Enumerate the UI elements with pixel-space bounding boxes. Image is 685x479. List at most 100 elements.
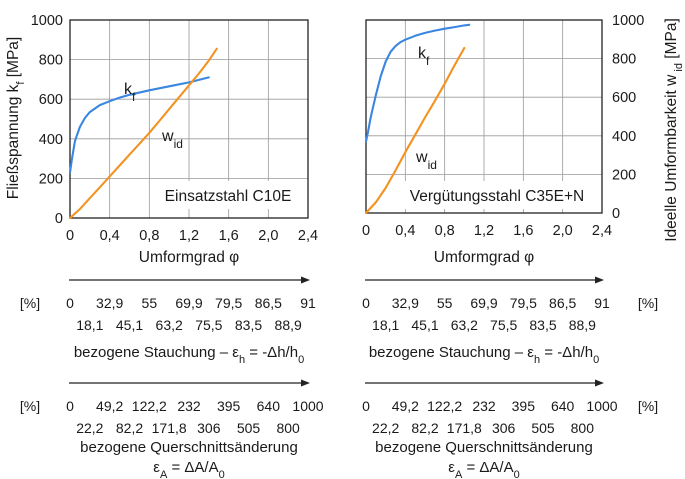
chart1-gridlines xyxy=(70,20,308,218)
left-stauchung-bottom-value: 88,9 xyxy=(275,317,302,333)
chart2-x-tick-label: 0,4 xyxy=(395,223,415,239)
left-stauchung-top-value: 0 xyxy=(66,295,74,311)
right-stauchung-top-value: 55 xyxy=(437,295,453,311)
chart1-plot-frame xyxy=(69,19,309,219)
chart1-series-label-wid: wid xyxy=(161,128,183,151)
chart2-y-tick-label: 600 xyxy=(612,90,636,106)
chart1-y-tick-labels: 0 200 400 600 800 1000 xyxy=(31,13,63,227)
chart1-series-label-kf: kf xyxy=(124,81,136,104)
right-stauchung-top-value: 86,5 xyxy=(549,295,576,311)
right-querschnitt-top-value: 640 xyxy=(551,398,575,414)
chart1-box-label-bg xyxy=(152,181,304,209)
right-querschnitt-top-value: 0 xyxy=(362,398,370,414)
chart2-x-tick-label: 0,8 xyxy=(435,223,455,239)
right-querschnitt-bottom-value: 22,2 xyxy=(372,420,399,436)
left-stauchung-top-value: 32,9 xyxy=(96,295,123,311)
right-stauchung-top-value: 32,9 xyxy=(392,295,419,311)
right-stauchung-top-value: 79,5 xyxy=(510,295,537,311)
right-stauchung-bottom-value: 18,1 xyxy=(372,317,399,333)
right-stauchung-bottom-value: 75,5 xyxy=(490,317,517,333)
left-stauchung-top-value: 69,9 xyxy=(175,295,202,311)
right-querschnitt-bottom-value: 505 xyxy=(531,420,555,436)
chart2-x-tick-label: 0 xyxy=(362,223,370,239)
chart1-x-tick-label: 2,4 xyxy=(298,228,318,244)
left-querschnitt-top-value: 395 xyxy=(217,398,241,414)
chart1-x-tick-label: 1,2 xyxy=(179,228,199,244)
right-querschnitt-top-value: 122,2 xyxy=(427,398,462,414)
left-stauchung-bottom-value: 63,2 xyxy=(156,317,183,333)
left-stauchung-bottom-value: 18,1 xyxy=(76,317,103,333)
right-querschnitt-bottom-value: 171,8 xyxy=(447,420,482,436)
right-querschnitt-top-value: 395 xyxy=(512,398,536,414)
left-querschnitt-bottom-value: 171,8 xyxy=(152,420,187,436)
right-querschnitt-caption-line2: εA = ΔA/A0 xyxy=(448,459,519,479)
chart2-series-layer xyxy=(364,23,471,215)
chart1-series-line-wid xyxy=(68,47,218,220)
chart2-series-label-kf: kf xyxy=(418,45,430,68)
left-querschnitt-top-value: 122,2 xyxy=(132,398,167,414)
left-stauchung-top-value: 79,5 xyxy=(215,295,242,311)
right-stauchung-top-value: 91 xyxy=(594,295,610,311)
chart2-y-tick-labels: 0 200 400 600 800 1000 xyxy=(612,13,644,222)
chart1-x-tick-label: 1,6 xyxy=(219,228,239,244)
left-querschnitt-bottom-value: 800 xyxy=(276,420,300,436)
chart2-x-tick-label: 2,4 xyxy=(592,223,612,239)
left-querschnitt-caption-line2: εA = ΔA/A0 xyxy=(153,459,224,479)
left-querschnitt-bottom-value: 306 xyxy=(197,420,221,436)
chart2-y-tick-label: 1000 xyxy=(612,13,644,29)
left-stauchung-scale-arrowhead xyxy=(301,276,310,284)
chart1-y-tick-label: 800 xyxy=(39,53,63,69)
chart1-series-line-kf xyxy=(68,76,210,174)
chart2-y-tick-label: 800 xyxy=(612,52,636,68)
right-stauchung-bottom-value: 63,2 xyxy=(451,317,478,333)
right-querschnitt-unit-label: [%] xyxy=(638,398,658,414)
chart2-gridlines xyxy=(366,20,602,213)
right-querschnitt-scale-arrowhead xyxy=(595,379,604,387)
chart1-y-tick-label: 200 xyxy=(39,171,63,187)
right-stauchung-top-value: 69,9 xyxy=(470,295,497,311)
chart1-x-tick-label: 0,8 xyxy=(139,228,159,244)
chart1-y-tick-label: 600 xyxy=(39,92,63,108)
left-stauchung-unit-label: [%] xyxy=(20,295,40,311)
chart1-y-tick-label: 400 xyxy=(39,132,63,148)
chart2-x-tick-label: 2,0 xyxy=(553,223,573,239)
chart2-series-label-wid: wid xyxy=(415,149,437,172)
right-stauchung-bottom-value: 45,1 xyxy=(411,317,438,333)
chart2-y-tick-label: 200 xyxy=(612,167,636,183)
right-stauchung-bottom-value: 83,5 xyxy=(529,317,556,333)
chart1-x-tick-label: 2,0 xyxy=(258,228,278,244)
left-querschnitt-top-value: 1000 xyxy=(292,398,323,414)
left-querschnitt-unit-label: [%] xyxy=(20,398,40,414)
chart2-x-tick-label: 1,6 xyxy=(513,223,533,239)
chart2-y-tick-label: 400 xyxy=(612,129,636,145)
chart2-plot-frame xyxy=(365,19,603,214)
left-querschnitt-bottom-value: 505 xyxy=(237,420,261,436)
chart2-series-line-wid xyxy=(364,46,466,215)
conversion-scales: [%] 0 32,9 55 69,9 79,5 86,5 91 18,1 45,1 63,2 75,5… xyxy=(20,276,658,436)
chart1-x-tick-label: 0 xyxy=(66,228,74,244)
right-querschnitt-bottom-value: 306 xyxy=(492,420,516,436)
left-querschnitt-scale-arrowhead xyxy=(301,379,310,387)
left-stauchung-top-value: 91 xyxy=(300,295,316,311)
chart2-y-tick-label: 0 xyxy=(612,206,620,222)
right-stauchung-scale-arrowhead xyxy=(595,276,604,284)
left-querschnitt-top-value: 232 xyxy=(177,398,201,414)
left-stauchung-bottom-value: 83,5 xyxy=(235,317,262,333)
chart2-x-tick-label: 1,2 xyxy=(474,223,494,239)
right-stauchung-bottom-value: 88,9 xyxy=(569,317,596,333)
chart2-box-label-bg xyxy=(395,181,599,209)
left-querschnitt-top-value: 0 xyxy=(66,398,74,414)
left-querschnitt-caption-line1: bezogene Querschnittsänderung xyxy=(80,439,298,456)
right-stauchung-top-value: 0 xyxy=(362,295,370,311)
right-querschnitt-caption-line1: bezogene Querschnittsänderung xyxy=(375,439,593,456)
left-stauchung-bottom-value: 45,1 xyxy=(116,317,143,333)
right-querschnitt-top-value: 1000 xyxy=(586,398,617,414)
chart1-ylabel: Fließspannung kf [MPa] xyxy=(5,37,27,199)
chart2-x-tick-labels: 0 0,4 0,8 1,2 1,6 2,0 2,4 xyxy=(362,223,612,239)
chart2-ylabel: Ideelle Umformbarkeit w id [MPa] xyxy=(663,18,685,242)
chart2-xlabel: Umformgrad φ xyxy=(434,249,535,266)
right-stauchung-unit-label: [%] xyxy=(638,295,658,311)
left-stauchung-caption: bezogene Stauchung – εh = -Δh/h0 xyxy=(74,344,304,366)
right-querschnitt-bottom-value: 800 xyxy=(571,420,595,436)
